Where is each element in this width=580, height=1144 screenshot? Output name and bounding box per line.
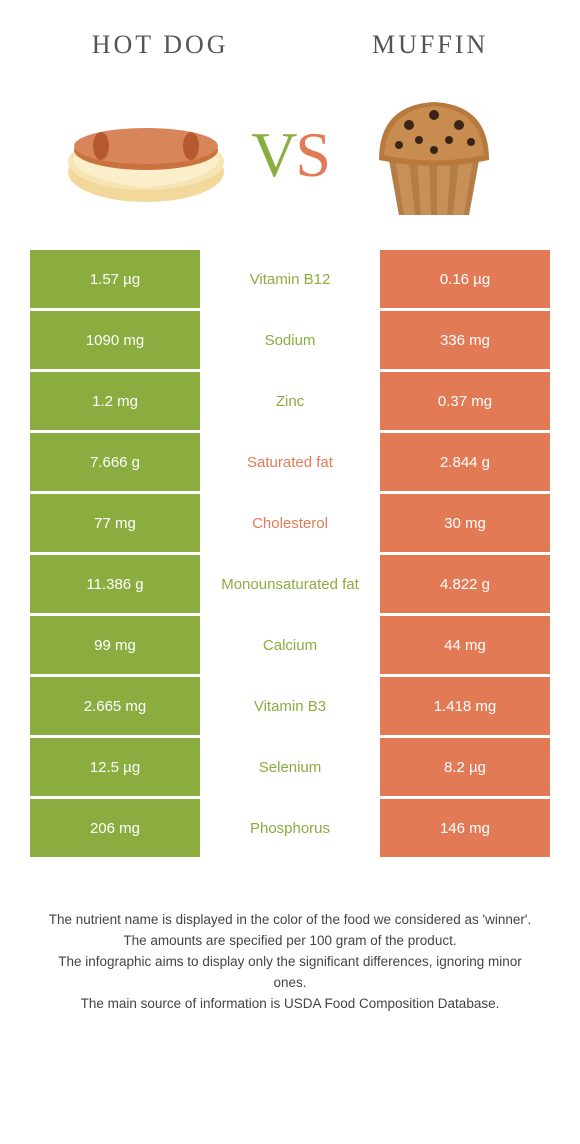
left-value-cell: 7.666 g xyxy=(30,433,200,491)
nutrient-name-cell: Vitamin B12 xyxy=(200,250,380,308)
table-row: 12.5 µgSelenium8.2 µg xyxy=(30,738,550,796)
footer-line-4: The main source of information is USDA F… xyxy=(40,994,540,1015)
right-value-cell: 1.418 mg xyxy=(380,677,550,735)
left-food-title: Hot dog xyxy=(92,30,229,60)
right-value-cell: 2.844 g xyxy=(380,433,550,491)
left-value-cell: 77 mg xyxy=(30,494,200,552)
table-row: 2.665 mgVitamin B31.418 mg xyxy=(30,677,550,735)
nutrient-name-cell: Sodium xyxy=(200,311,380,369)
muffin-image xyxy=(349,90,519,220)
left-value-cell: 1.2 mg xyxy=(30,372,200,430)
table-row: 206 mgPhosphorus146 mg xyxy=(30,799,550,857)
table-row: 7.666 gSaturated fat2.844 g xyxy=(30,433,550,491)
right-value-cell: 0.37 mg xyxy=(380,372,550,430)
left-value-cell: 206 mg xyxy=(30,799,200,857)
images-row: VS xyxy=(0,70,580,250)
nutrient-name-cell: Phosphorus xyxy=(200,799,380,857)
left-value-cell: 11.386 g xyxy=(30,555,200,613)
left-value-cell: 12.5 µg xyxy=(30,738,200,796)
table-row: 99 mgCalcium44 mg xyxy=(30,616,550,674)
right-food-title: Muffin xyxy=(372,30,488,60)
footer-notes: The nutrient name is displayed in the co… xyxy=(0,860,580,1015)
nutrient-name-cell: Selenium xyxy=(200,738,380,796)
vs-label: VS xyxy=(251,118,329,192)
header: Hot dog Muffin xyxy=(0,0,580,70)
table-row: 11.386 gMonounsaturated fat4.822 g xyxy=(30,555,550,613)
vs-v: V xyxy=(251,119,295,190)
right-value-cell: 336 mg xyxy=(380,311,550,369)
nutrient-name-cell: Cholesterol xyxy=(200,494,380,552)
nutrient-name-cell: Calcium xyxy=(200,616,380,674)
table-row: 1.2 mgZinc0.37 mg xyxy=(30,372,550,430)
nutrient-name-cell: Saturated fat xyxy=(200,433,380,491)
nutrient-name-cell: Monounsaturated fat xyxy=(200,555,380,613)
right-value-cell: 4.822 g xyxy=(380,555,550,613)
right-value-cell: 8.2 µg xyxy=(380,738,550,796)
right-value-cell: 44 mg xyxy=(380,616,550,674)
footer-line-2: The amounts are specified per 100 gram o… xyxy=(40,931,540,952)
right-value-cell: 30 mg xyxy=(380,494,550,552)
table-row: 77 mgCholesterol30 mg xyxy=(30,494,550,552)
left-value-cell: 1.57 µg xyxy=(30,250,200,308)
vs-s: S xyxy=(295,119,329,190)
nutrient-name-cell: Vitamin B3 xyxy=(200,677,380,735)
left-value-cell: 1090 mg xyxy=(30,311,200,369)
left-value-cell: 99 mg xyxy=(30,616,200,674)
right-value-cell: 146 mg xyxy=(380,799,550,857)
table-row: 1090 mgSodium336 mg xyxy=(30,311,550,369)
hotdog-image xyxy=(61,90,231,220)
left-value-cell: 2.665 mg xyxy=(30,677,200,735)
table-row: 1.57 µgVitamin B120.16 µg xyxy=(30,250,550,308)
footer-line-1: The nutrient name is displayed in the co… xyxy=(40,910,540,931)
comparison-table: 1.57 µgVitamin B120.16 µg1090 mgSodium33… xyxy=(0,250,580,857)
right-value-cell: 0.16 µg xyxy=(380,250,550,308)
footer-line-3: The infographic aims to display only the… xyxy=(40,952,540,994)
nutrient-name-cell: Zinc xyxy=(200,372,380,430)
